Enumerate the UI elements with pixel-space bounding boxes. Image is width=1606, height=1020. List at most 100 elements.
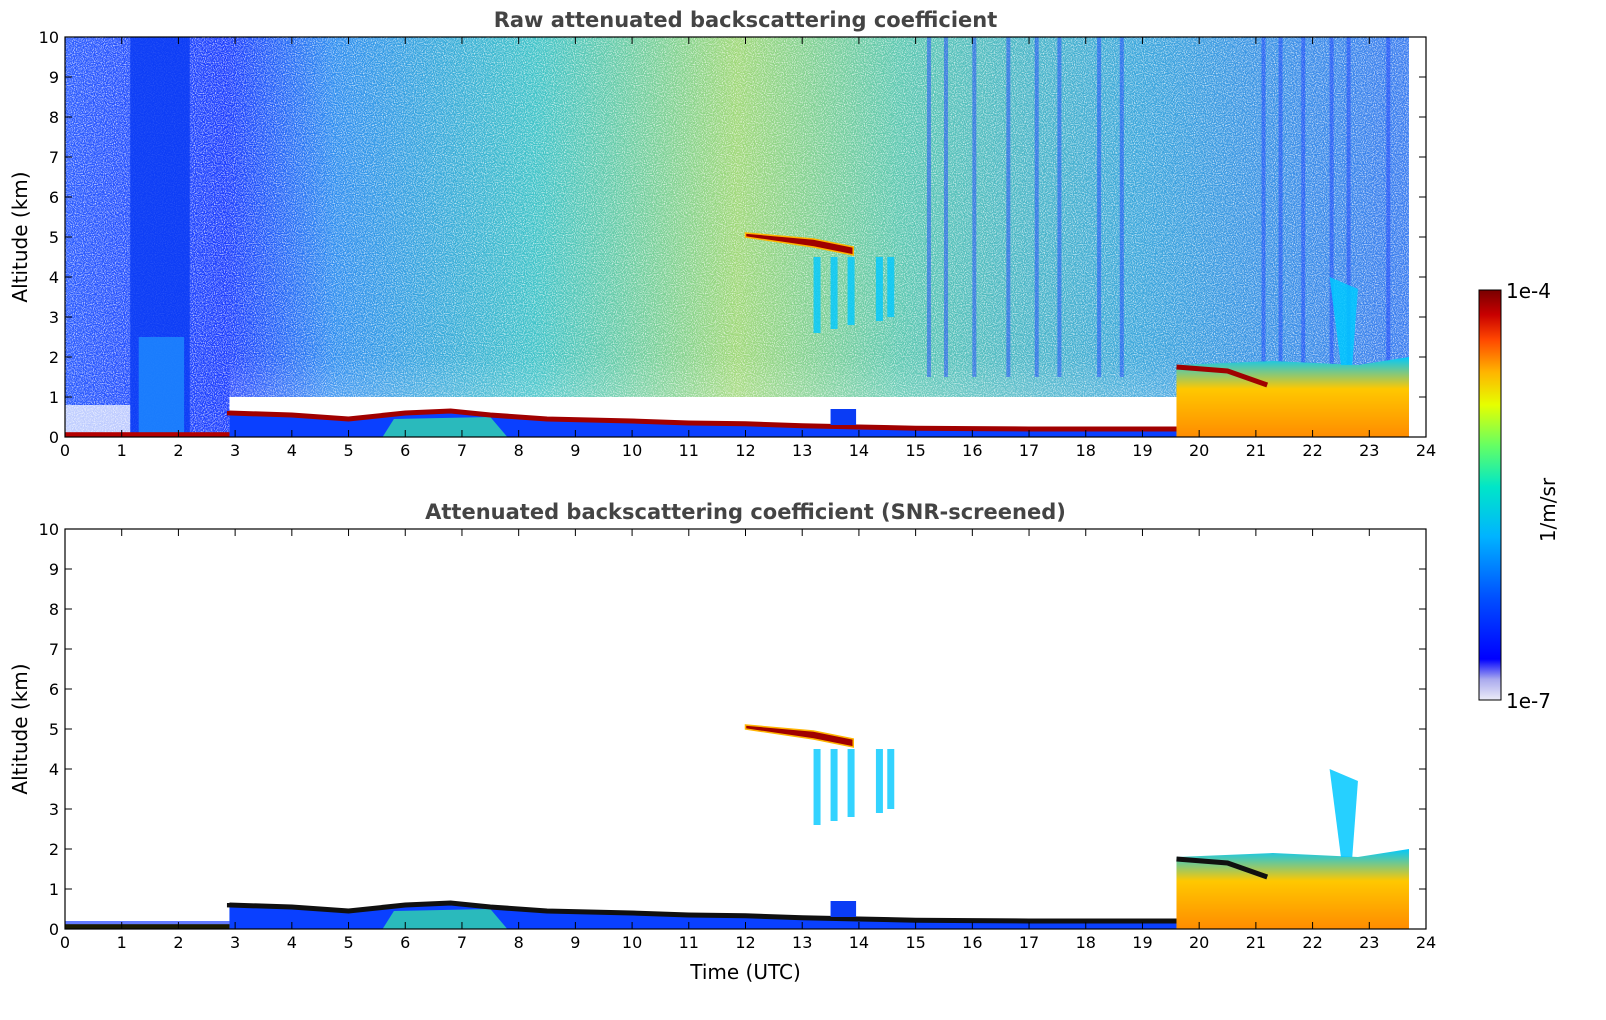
x-tick-label: 17 <box>1019 933 1039 952</box>
x-tick-label: 19 <box>1132 441 1152 460</box>
x-tick-label: 14 <box>849 933 869 952</box>
boundary-layer-top-line <box>226 900 1177 924</box>
screened-backscatter-panel: 0 1 2 3 4 5 6 7 8 9 10 11 12 13 14 15 16 17 18 19 20 21 22 23 24… <box>8 500 1436 984</box>
vertical-streak <box>972 37 977 377</box>
x-tick-label: 15 <box>905 933 925 952</box>
y-tick-label: 4 <box>49 760 59 779</box>
vertical-streak <box>926 37 931 377</box>
vertical-streak <box>1057 37 1062 377</box>
y-tick-label: 6 <box>49 680 59 699</box>
y-axis-label: Altitude (km) <box>8 663 32 794</box>
vertical-streak <box>1329 37 1334 377</box>
heatmap-field <box>65 724 1409 929</box>
y-tick-label: 0 <box>49 920 59 939</box>
colorbar: 1e-4 1e-7 1/m/sr <box>1478 279 1560 713</box>
y-tick-label: 8 <box>49 600 59 619</box>
y-tick-label: 2 <box>49 348 59 367</box>
vertical-streak <box>1261 37 1266 377</box>
x-axis-label: Time (UTC) <box>689 960 801 984</box>
y-tick-label: 2 <box>49 840 59 859</box>
surface-layer <box>65 924 230 929</box>
x-tick-label: 16 <box>962 933 982 952</box>
x-tick-label: 4 <box>287 441 297 460</box>
x-tick-label: 7 <box>457 933 467 952</box>
x-tick-label: 4 <box>287 933 297 952</box>
raw-backscatter-panel: 0 1 2 3 4 5 6 7 8 9 10 11 12 13 14 15 16 17 18 19 20 21 22 23 24… <box>8 8 1436 460</box>
cloud-tower <box>1329 769 1358 857</box>
x-tick-label: 22 <box>1302 441 1322 460</box>
x-tick-label: 18 <box>1076 933 1096 952</box>
x-tick-label: 1 <box>117 441 127 460</box>
panel-title: Raw attenuated backscattering coefficien… <box>494 8 998 32</box>
x-tick-label: 18 <box>1076 441 1096 460</box>
x-tick-label: 9 <box>570 441 580 460</box>
x-tick-label: 15 <box>905 441 925 460</box>
boundary-layer-haze <box>382 417 508 437</box>
x-tick-label: 23 <box>1359 441 1379 460</box>
x-tick-label: 5 <box>343 441 353 460</box>
x-tick-label: 3 <box>230 441 240 460</box>
early-dense-column-core <box>138 337 185 437</box>
x-tick-label: 9 <box>570 933 580 952</box>
vertical-streak <box>1097 37 1102 377</box>
x-tick-label: 11 <box>679 441 699 460</box>
colorbar-bar <box>1478 289 1502 701</box>
fall-streak <box>847 749 855 817</box>
y-tick-label: 1 <box>49 388 59 407</box>
y-tick-label: 5 <box>49 720 59 739</box>
x-tick-label: 22 <box>1302 933 1322 952</box>
x-tick-label: 24 <box>1416 933 1436 952</box>
vertical-streak <box>1034 37 1039 377</box>
x-tick-label: 23 <box>1359 933 1379 952</box>
cloud-base-line <box>1176 364 1269 388</box>
fall-streak <box>875 257 883 321</box>
x-tick-label: 13 <box>792 441 812 460</box>
boundary-layer-haze <box>382 909 508 929</box>
vertical-streak <box>1301 37 1306 377</box>
fall-streak <box>813 749 821 825</box>
x-tick-label: 8 <box>514 441 524 460</box>
colorbar-unit-label: 1/m/sr <box>1536 477 1560 542</box>
x-tick-label: 0 <box>60 441 70 460</box>
vertical-streak <box>1386 37 1391 377</box>
y-tick-label: 5 <box>49 228 59 247</box>
x-tick-label: 11 <box>679 933 699 952</box>
fall-streak <box>875 749 883 813</box>
boundary-layer-top-line <box>226 408 1177 432</box>
y-tick-label: 3 <box>49 308 59 327</box>
x-tick-label: 21 <box>1246 933 1266 952</box>
fall-streak <box>847 257 855 325</box>
vertical-streak <box>1346 37 1351 377</box>
x-tick-label: 20 <box>1189 441 1209 460</box>
y-tick-label: 10 <box>39 520 59 539</box>
vertical-streak <box>1119 37 1124 377</box>
y-axis-label: Altitude (km) <box>8 171 32 302</box>
elevated-layer <box>744 724 854 748</box>
panel-title: Attenuated backscattering coefficient (S… <box>425 500 1066 524</box>
y-tick-label: 9 <box>49 560 59 579</box>
clear-lower-white-early <box>65 405 131 437</box>
x-tick-label: 16 <box>962 441 982 460</box>
low-cloud-precipitation <box>1176 357 1409 437</box>
y-tick-label: 7 <box>49 640 59 659</box>
fall-streak <box>830 257 838 329</box>
x-tick-label: 7 <box>457 441 467 460</box>
vertical-streak <box>943 37 948 377</box>
low-cloud-precipitation <box>1176 849 1409 929</box>
y-tick-label: 10 <box>39 28 59 47</box>
fall-streak <box>887 257 895 317</box>
elevated-layer <box>744 232 854 256</box>
y-tick-label: 7 <box>49 148 59 167</box>
cloud-base-line <box>1176 856 1269 880</box>
x-tick-label: 2 <box>173 933 183 952</box>
midday-column <box>830 409 857 425</box>
x-tick-label: 21 <box>1246 441 1266 460</box>
x-tick-label: 24 <box>1416 441 1436 460</box>
x-tick-label: 14 <box>849 441 869 460</box>
midday-column <box>830 901 857 917</box>
vertical-streak <box>1006 37 1011 377</box>
x-tick-label: 20 <box>1189 933 1209 952</box>
surface-layer <box>65 432 230 437</box>
y-tick-label: 9 <box>49 68 59 87</box>
x-tick-label: 19 <box>1132 933 1152 952</box>
